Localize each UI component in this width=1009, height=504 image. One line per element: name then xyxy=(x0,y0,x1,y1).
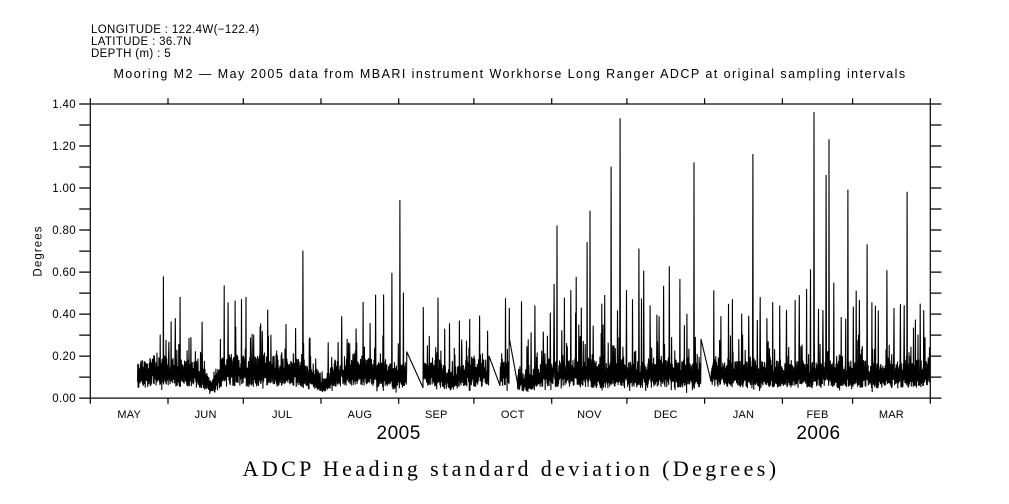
svg-text:SEP: SEP xyxy=(425,409,448,421)
svg-text:0.60: 0.60 xyxy=(52,267,76,279)
svg-text:LONGITUDE : 122.4W(−122.4): LONGITUDE : 122.4W(−122.4) xyxy=(91,24,260,36)
svg-text:Degrees: Degrees xyxy=(33,225,45,276)
svg-text:JUL: JUL xyxy=(272,409,292,421)
svg-text:Mooring M2 — May 2005 data fro: Mooring M2 — May 2005 data from MBARI in… xyxy=(113,67,906,81)
svg-text:FEB: FEB xyxy=(807,409,829,421)
svg-text:2005: 2005 xyxy=(377,423,421,444)
svg-text:MAR: MAR xyxy=(879,409,904,421)
svg-text:MAY: MAY xyxy=(117,409,141,421)
svg-text:ADCP Heading standard deviatio: ADCP Heading standard deviation (Degrees… xyxy=(243,456,780,481)
svg-text:0.00: 0.00 xyxy=(52,393,76,405)
svg-text:1.00: 1.00 xyxy=(52,183,76,195)
svg-text:1.40: 1.40 xyxy=(52,99,76,111)
svg-text:0.40: 0.40 xyxy=(52,309,76,321)
svg-text:JAN: JAN xyxy=(733,409,754,421)
svg-text:DEC: DEC xyxy=(654,409,678,421)
svg-text:0.20: 0.20 xyxy=(52,351,76,363)
svg-text:NOV: NOV xyxy=(577,409,602,421)
svg-text:1.20: 1.20 xyxy=(52,141,76,153)
svg-text:0.80: 0.80 xyxy=(52,225,76,237)
svg-text:AUG: AUG xyxy=(348,409,372,421)
svg-text:LATITUDE : 36.7N: LATITUDE : 36.7N xyxy=(91,36,192,48)
svg-text:JUN: JUN xyxy=(195,409,217,421)
svg-text:2006: 2006 xyxy=(796,423,840,444)
svg-text:OCT: OCT xyxy=(501,409,525,421)
svg-text:DEPTH (m) : 5: DEPTH (m) : 5 xyxy=(91,48,171,60)
